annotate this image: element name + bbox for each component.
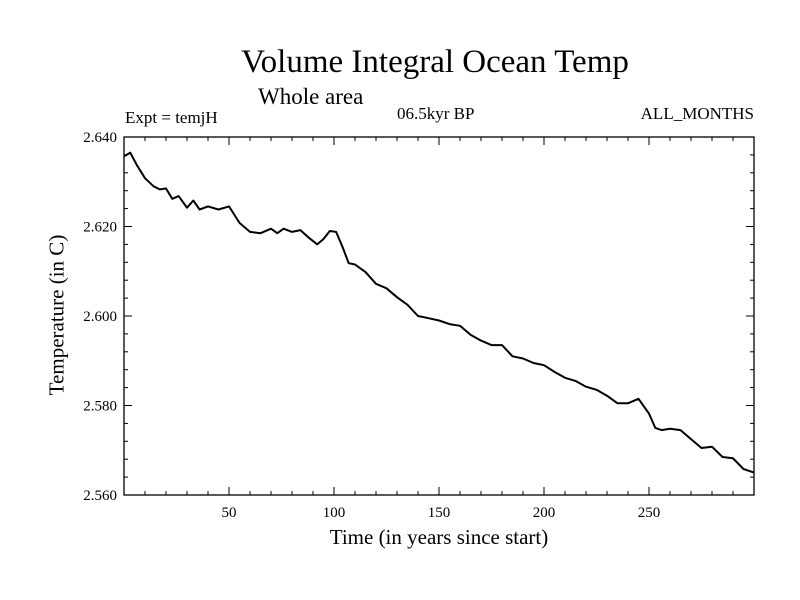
axis-ticks: [124, 137, 754, 495]
x-tick-label: 150: [428, 505, 451, 521]
chart-title: Volume Integral Ocean Temp: [241, 44, 629, 80]
y-tick-label: 2.580: [83, 399, 117, 415]
x-tick-label: 100: [323, 505, 346, 521]
period-label: 06.5kyr BP: [397, 104, 475, 123]
experiment-label: Expt = temjH: [125, 108, 218, 127]
months-label: ALL_MONTHS: [640, 104, 754, 123]
y-tick-label: 2.620: [83, 220, 117, 236]
x-tick-label: 50: [222, 505, 237, 521]
plot-frame: [123, 136, 755, 496]
x-tick-label: 200: [533, 505, 556, 521]
series-line-temjH: [123, 151, 755, 474]
axis-tick-labels: 50 100 150 200 250 2.560 2.580 2.600 2.620 2.640: [83, 130, 660, 521]
chart-subtitle: Whole area: [258, 84, 364, 109]
y-tick-label: 2.600: [83, 309, 117, 325]
series-group: [123, 151, 755, 474]
x-tick-label: 250: [638, 505, 661, 521]
x-axis-label: Time (in years since start): [329, 525, 549, 549]
y-tick-label: 2.640: [83, 130, 117, 146]
y-tick-label: 2.560: [83, 488, 117, 504]
